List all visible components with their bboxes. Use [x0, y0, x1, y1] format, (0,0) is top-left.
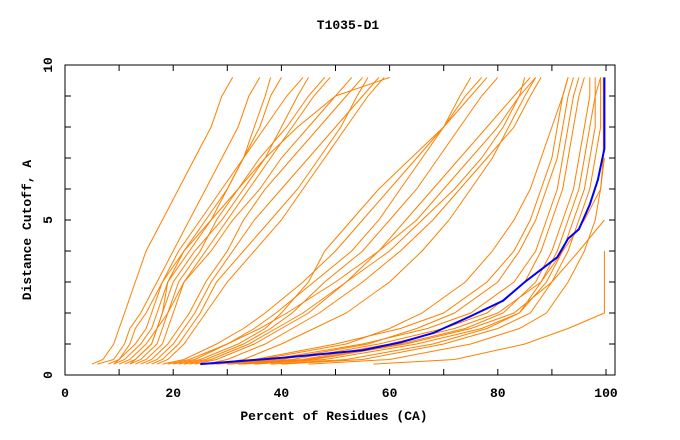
model-curve-27	[243, 77, 591, 365]
model-curve-36	[373, 251, 605, 365]
model-curve-21	[178, 77, 482, 365]
model-curve-25	[211, 77, 580, 365]
model-curve-33	[308, 77, 604, 365]
model-curve-11	[151, 77, 369, 365]
x-axis-label: Percent of Residues (CA)	[240, 409, 427, 424]
y-tick-label: 10	[41, 57, 56, 73]
model-curve-19	[167, 77, 537, 365]
model-curve-30	[270, 77, 602, 365]
x-tick-label: 40	[274, 386, 290, 401]
axes: 0 20 40 60 80 100 0 5 10	[41, 57, 618, 401]
model-curve-20	[205, 77, 542, 365]
model-curve-14	[156, 77, 385, 365]
model-curve-24	[200, 77, 569, 365]
y-tick-label: 0	[41, 371, 56, 379]
x-tick-label: 100	[594, 386, 618, 401]
y-axis-label: Distance Cutoff, A	[20, 160, 35, 301]
plot-frame	[64, 64, 616, 376]
y-tick-label: 5	[41, 216, 56, 224]
model-curve-10	[145, 77, 380, 365]
model-curve-1	[91, 77, 234, 365]
model-curves	[91, 76, 605, 365]
model-curve-2	[97, 77, 261, 365]
chart-title: T1035-D1	[317, 18, 380, 33]
model-curve-16	[173, 77, 472, 365]
highlight-curve-group	[200, 77, 606, 366]
model-curve-29	[216, 77, 574, 365]
model-curve-22	[216, 77, 537, 365]
model-curve-17	[183, 77, 499, 365]
model-curve-7	[129, 77, 326, 365]
model-curve-8	[135, 77, 353, 365]
x-tick-label: 0	[61, 386, 69, 401]
model-curve-32	[281, 77, 602, 365]
highlight-curve	[200, 77, 606, 366]
model-curve-5	[118, 77, 331, 365]
model-curve-12	[113, 76, 390, 365]
model-curve-35	[238, 219, 605, 365]
model-curve-26	[227, 77, 585, 365]
x-tick-label: 20	[165, 386, 181, 401]
x-tick-label: 80	[490, 386, 506, 401]
model-curve-31	[205, 77, 569, 365]
model-curve-23	[189, 77, 526, 365]
model-curve-13	[129, 77, 272, 365]
model-curve-3	[108, 77, 304, 365]
model-curve-9	[140, 77, 363, 365]
x-tick-label: 60	[382, 386, 398, 401]
